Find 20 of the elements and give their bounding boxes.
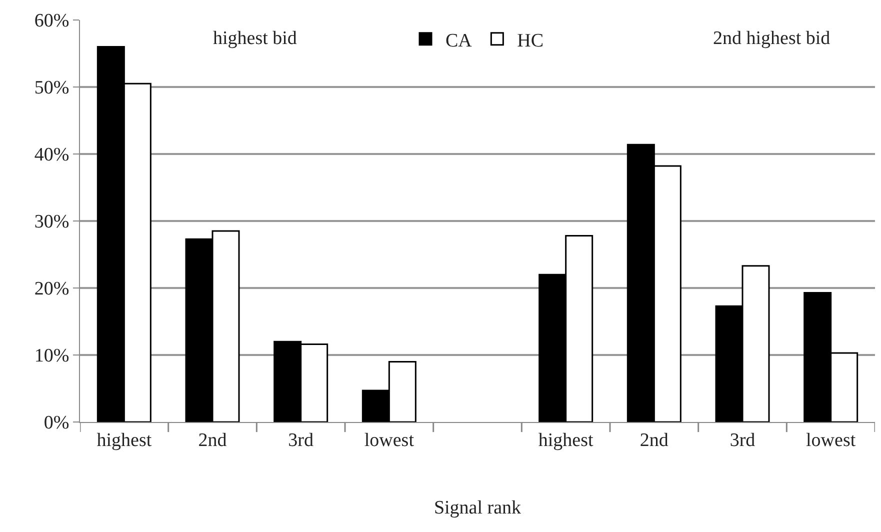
y-tick-label: 10% xyxy=(34,346,70,367)
x-axis-title: Signal rank xyxy=(434,498,522,519)
legend-label: CA xyxy=(446,30,472,52)
x-tick-label: highest xyxy=(96,430,152,451)
y-tick-label: 0% xyxy=(44,412,70,434)
x-tick-label: highest xyxy=(538,430,594,451)
y-tick-label: 20% xyxy=(34,278,70,300)
x-tick-label: lowest xyxy=(364,430,415,451)
x-tick-label: 3rd xyxy=(288,430,314,451)
x-tick-label: lowest xyxy=(806,430,856,451)
x-tick-label: 2nd xyxy=(640,430,669,451)
legend-label: HC xyxy=(517,30,544,52)
annotation: highest bid xyxy=(213,28,298,49)
y-tick-label: 50% xyxy=(34,78,70,99)
x-tick-label: 3rd xyxy=(730,430,756,451)
y-tick-label: 40% xyxy=(34,144,70,166)
y-tick-label: 30% xyxy=(34,212,70,233)
x-tick-label: 2nd xyxy=(198,430,228,451)
y-tick-label: 60% xyxy=(34,10,70,32)
annotation: 2nd highest bid xyxy=(713,28,831,49)
